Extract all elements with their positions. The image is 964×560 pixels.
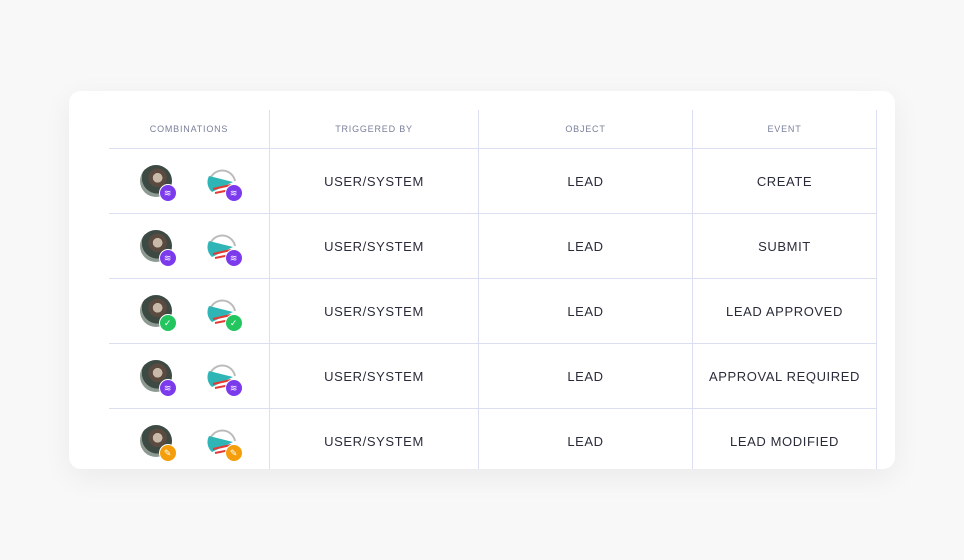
user-avatar: ✎ [140, 425, 177, 462]
layers-badge-icon: ≋ [159, 249, 177, 267]
user-avatar: ✓ [140, 295, 177, 332]
event-cell: LEAD APPROVED [692, 278, 877, 344]
edit-badge-icon: ✎ [225, 444, 243, 462]
event-cell: APPROVAL REQUIRED [692, 343, 877, 409]
table-row[interactable]: ✎ ✎ USER/SYSTEM LEAD LEAD MODIFIED [109, 408, 877, 469]
event-cell: SUBMIT [692, 213, 877, 279]
layers-badge-icon: ≋ [225, 184, 243, 202]
system-logo-icon: ≋ [206, 165, 243, 202]
layers-badge-icon: ≋ [225, 379, 243, 397]
system-logo-icon: ✎ [206, 425, 243, 462]
user-avatar: ≋ [140, 165, 177, 202]
table-row[interactable]: ≋ ≋ USER/SYSTEM LEAD CREATE [109, 148, 877, 214]
triggered-by-cell: USER/SYSTEM [269, 148, 479, 214]
header-triggered-by: TRIGGERED BY [269, 110, 479, 149]
header-object: OBJECT [478, 110, 693, 149]
layers-badge-icon: ≋ [225, 249, 243, 267]
table-row[interactable]: ≋ ≋ USER/SYSTEM LEAD APPROVAL REQUIRED [109, 343, 877, 409]
header-event: EVENT [692, 110, 877, 149]
event-cell: LEAD MODIFIED [692, 408, 877, 469]
triggered-by-cell: USER/SYSTEM [269, 278, 479, 344]
table-row[interactable]: ≋ ≋ USER/SYSTEM LEAD SUBMIT [109, 213, 877, 279]
table-row[interactable]: ✓ ✓ USER/SYSTEM LEAD LEAD APPROVED [109, 278, 877, 344]
object-cell: LEAD [478, 408, 693, 469]
events-table: COMBINATIONS TRIGGERED BY OBJECT EVENT ≋… [109, 110, 877, 469]
object-cell: LEAD [478, 213, 693, 279]
system-logo-icon: ✓ [206, 295, 243, 332]
edit-badge-icon: ✎ [159, 444, 177, 462]
combinations-cell: ✎ ✎ [109, 408, 270, 469]
triggered-by-cell: USER/SYSTEM [269, 213, 479, 279]
combinations-cell: ≋ ≋ [109, 343, 270, 409]
layers-badge-icon: ≋ [159, 379, 177, 397]
header-combinations: COMBINATIONS [109, 110, 270, 149]
layers-badge-icon: ≋ [159, 184, 177, 202]
system-logo-icon: ≋ [206, 230, 243, 267]
event-cell: CREATE [692, 148, 877, 214]
check-badge-icon: ✓ [159, 314, 177, 332]
events-card: COMBINATIONS TRIGGERED BY OBJECT EVENT ≋… [69, 91, 895, 469]
user-avatar: ≋ [140, 360, 177, 397]
combinations-cell: ≋ ≋ [109, 213, 270, 279]
combinations-cell: ✓ ✓ [109, 278, 270, 344]
system-logo-icon: ≋ [206, 360, 243, 397]
object-cell: LEAD [478, 278, 693, 344]
triggered-by-cell: USER/SYSTEM [269, 343, 479, 409]
object-cell: LEAD [478, 343, 693, 409]
triggered-by-cell: USER/SYSTEM [269, 408, 479, 469]
check-badge-icon: ✓ [225, 314, 243, 332]
combinations-cell: ≋ ≋ [109, 148, 270, 214]
user-avatar: ≋ [140, 230, 177, 267]
object-cell: LEAD [478, 148, 693, 214]
